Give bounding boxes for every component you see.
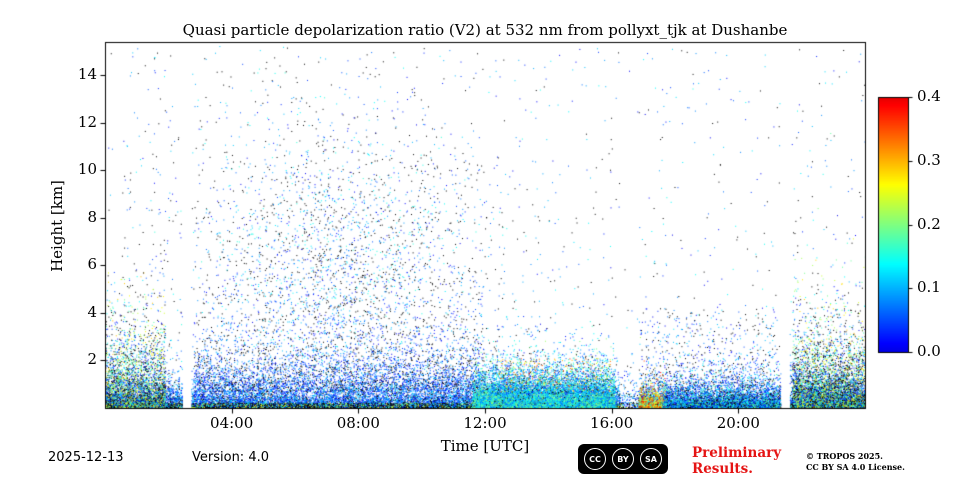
colorbar-tick-label: 0.2 — [917, 214, 941, 233]
copyright-credit: © TROPOS 2025. CC BY SA 4.0 License. — [806, 451, 905, 473]
x-tick-label: 12:00 — [463, 414, 507, 432]
y-tick-label: 6 — [87, 255, 97, 274]
colorbar-tick-label: 0.0 — [917, 342, 941, 360]
y-tick-label: 8 — [87, 207, 97, 226]
y-tick-label: 14 — [77, 65, 97, 84]
preliminary-results-note: Preliminary Results. — [692, 445, 782, 477]
measurement-date: 2025-12-13 — [48, 450, 124, 465]
x-axis-label: Time [UTC] — [440, 437, 530, 455]
cc-sa-icon: SA — [640, 448, 662, 470]
cc-icon: CC — [584, 448, 606, 470]
preliminary-line2: Results. — [692, 460, 753, 477]
colorbar-tick-label: 0.4 — [917, 87, 941, 105]
credit-line1: © TROPOS 2025. — [806, 451, 883, 461]
x-tick-label: 04:00 — [210, 414, 254, 432]
y-tick-label: 12 — [77, 112, 97, 131]
x-tick-label: 20:00 — [716, 414, 760, 432]
y-tick-label: 10 — [77, 160, 97, 179]
preliminary-line1: Preliminary — [692, 445, 782, 461]
chart-title: Quasi particle depolarization ratio (V2)… — [182, 21, 788, 39]
version-label: Version: 4.0 — [192, 450, 269, 465]
y-tick-label: 2 — [87, 350, 97, 369]
colorbar-tick-label: 0.3 — [917, 150, 941, 169]
x-tick-label: 08:00 — [336, 414, 380, 432]
colorbar-tick-label: 0.1 — [917, 278, 941, 297]
cc-license-badge: CC BY SA — [578, 444, 668, 474]
cc-by-icon: BY — [612, 448, 634, 470]
x-tick-label: 16:00 — [590, 414, 634, 432]
y-tick-label: 4 — [87, 302, 97, 321]
credit-line2: CC BY SA 4.0 License. — [806, 461, 905, 472]
